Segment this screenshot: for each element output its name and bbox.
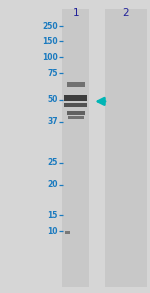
Bar — [68, 115, 84, 119]
Text: 37: 37 — [47, 117, 58, 126]
Bar — [65, 231, 70, 234]
Text: 75: 75 — [47, 69, 58, 78]
Bar — [62, 9, 89, 287]
Text: 150: 150 — [42, 37, 58, 45]
Bar — [67, 82, 85, 87]
Bar — [64, 95, 87, 101]
Text: 25: 25 — [47, 158, 58, 167]
Text: 100: 100 — [42, 53, 58, 62]
Bar — [105, 9, 147, 287]
Text: 50: 50 — [47, 95, 58, 104]
Text: 2: 2 — [123, 8, 129, 18]
Text: 15: 15 — [47, 211, 58, 220]
Bar — [64, 103, 87, 107]
Text: 250: 250 — [42, 22, 58, 31]
Bar — [67, 111, 85, 115]
Text: 20: 20 — [47, 180, 58, 189]
Text: 10: 10 — [47, 227, 58, 236]
Text: 1: 1 — [72, 8, 79, 18]
